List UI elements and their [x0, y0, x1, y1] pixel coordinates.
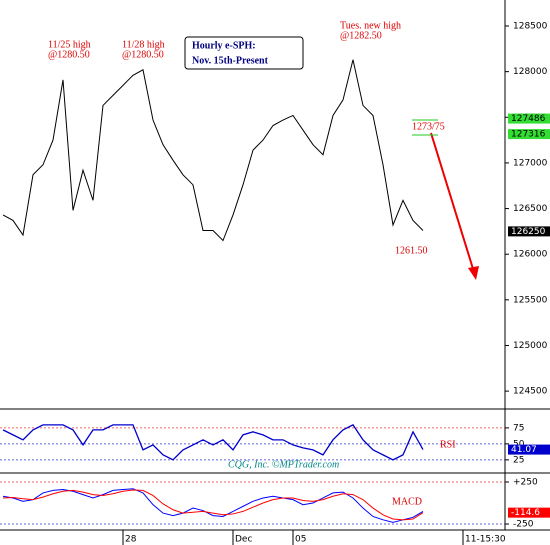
y-tick-label: 125500 [513, 295, 548, 305]
price-marker [508, 129, 550, 140]
annotation: 11/25 high [48, 39, 91, 50]
annotation: @1280.50 [122, 49, 164, 60]
y-tick-label: 124500 [513, 387, 548, 397]
y-tick-label: +250 [513, 477, 538, 487]
price-marker [508, 113, 550, 124]
annotation: @1282.50 [340, 30, 382, 41]
price-marker [508, 507, 550, 518]
y-tick-label: -250 [513, 520, 534, 530]
price-marker-label: 127316 [511, 130, 546, 140]
credit: CQG, Inc. ©MPTrader.com [228, 459, 339, 470]
annotation: Tues. new high [340, 20, 401, 31]
price-line [2, 59, 424, 242]
price-line [2, 424, 424, 461]
price-marker-label: 126250 [511, 227, 546, 237]
arrow [430, 132, 475, 273]
macd-line [2, 488, 424, 523]
annotation: 11/28 high [122, 39, 165, 50]
y-tick-label: 128500 [513, 22, 548, 32]
annotation: 1261.50 [395, 245, 428, 256]
chart-title: Hourly e-SPH: [192, 40, 256, 51]
annotation: 1273/75 [412, 121, 445, 132]
y-tick-label: 125000 [513, 341, 548, 351]
price-marker-label: 41.07 [511, 445, 537, 455]
title-box [184, 36, 304, 70]
y-tick-label: 50 [513, 439, 525, 449]
y-tick-label: 127000 [513, 158, 548, 168]
panel-label: MACD [392, 496, 422, 507]
x-tick-label: Dec [235, 535, 252, 545]
price-marker-label: 127486 [511, 114, 546, 124]
y-tick-label: 126000 [513, 250, 548, 260]
price-marker [508, 226, 550, 237]
x-tick-label: 05 [295, 535, 306, 545]
annotation: @1280.50 [48, 49, 90, 60]
panel-label: RSI [440, 439, 456, 450]
x-tick-label: 11-15:30 [465, 535, 506, 545]
x-tick-label: 28 [125, 535, 137, 545]
y-tick-label: 25 [513, 455, 524, 465]
y-tick-label: 126500 [513, 204, 548, 214]
y-tick-label: 75 [513, 423, 524, 433]
price-marker [508, 444, 550, 455]
price-marker-label: -114.6 [511, 508, 540, 518]
arrow-head [468, 266, 479, 280]
chart-title: Nov. 15th-Present [192, 55, 269, 66]
y-tick-label: 128000 [513, 67, 548, 77]
macd-line [2, 489, 424, 521]
